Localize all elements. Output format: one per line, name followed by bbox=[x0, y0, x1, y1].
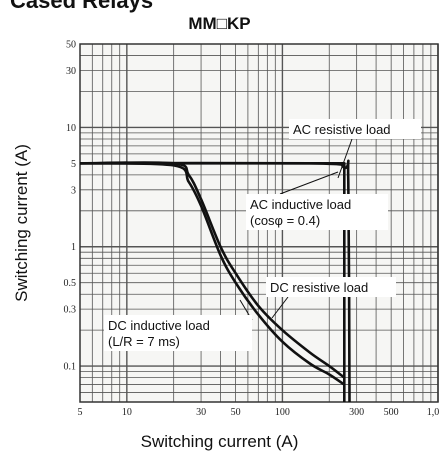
y-tick-label: 0.5 bbox=[64, 278, 77, 289]
series-dc-inductive-load bbox=[79, 162, 346, 386]
x-tick-label: 500 bbox=[384, 407, 399, 418]
x-tick-label: 30 bbox=[196, 407, 206, 418]
x-tick-label: 10 bbox=[122, 407, 132, 418]
y-tick-label: 3 bbox=[71, 185, 76, 196]
annotation-box bbox=[289, 119, 421, 139]
annotation-box bbox=[104, 315, 252, 351]
x-tick-label: 50 bbox=[231, 407, 241, 418]
annotation-box bbox=[246, 194, 388, 230]
y-tick-label: 0.3 bbox=[64, 305, 77, 316]
annotation-callout: DC inductive load(L/R = 7 ms) bbox=[104, 299, 253, 351]
x-tick-label: 300 bbox=[349, 407, 364, 418]
y-tick-label: 50 bbox=[66, 40, 76, 51]
y-tick-label: 0.1 bbox=[64, 362, 77, 373]
annotation-box bbox=[266, 277, 396, 297]
annotation-leader bbox=[279, 171, 339, 195]
chart-title: MM□KP bbox=[188, 14, 251, 33]
annotation-text: DC inductive load bbox=[108, 318, 210, 333]
annotation-text: AC inductive load bbox=[250, 197, 351, 212]
series-ac-inductive-load bbox=[79, 159, 351, 403]
annotation-text: (L/R = 7 ms) bbox=[108, 334, 180, 349]
annotation-callout: AC inductive load(cosφ = 0.4) bbox=[246, 171, 388, 230]
annotation-leader bbox=[271, 296, 289, 319]
series-dc-resistive-load bbox=[79, 161, 346, 379]
annotation-callout: DC resistive load bbox=[266, 277, 396, 319]
section-heading: Cased Relays bbox=[10, 0, 154, 13]
y-tick-label: 1 bbox=[71, 242, 76, 253]
annotation-leader bbox=[337, 138, 353, 179]
y-tick-label: 10 bbox=[66, 123, 76, 134]
annotation-text: DC resistive load bbox=[270, 280, 368, 295]
plot-frame bbox=[79, 43, 439, 403]
annotation-text: AC resistive load bbox=[293, 122, 391, 137]
annotation-text: (cosφ = 0.4) bbox=[250, 213, 320, 228]
x-tick-label: 100 bbox=[275, 407, 290, 418]
y-tick-label: 30 bbox=[66, 66, 76, 77]
annotation-callout: AC resistive load bbox=[289, 119, 421, 179]
x-axis-label: Switching current (A) bbox=[140, 432, 299, 451]
x-tick-label: 5 bbox=[78, 407, 83, 418]
x-tick-label: 1,000 bbox=[427, 407, 439, 418]
y-tick-label: 5 bbox=[71, 159, 76, 170]
